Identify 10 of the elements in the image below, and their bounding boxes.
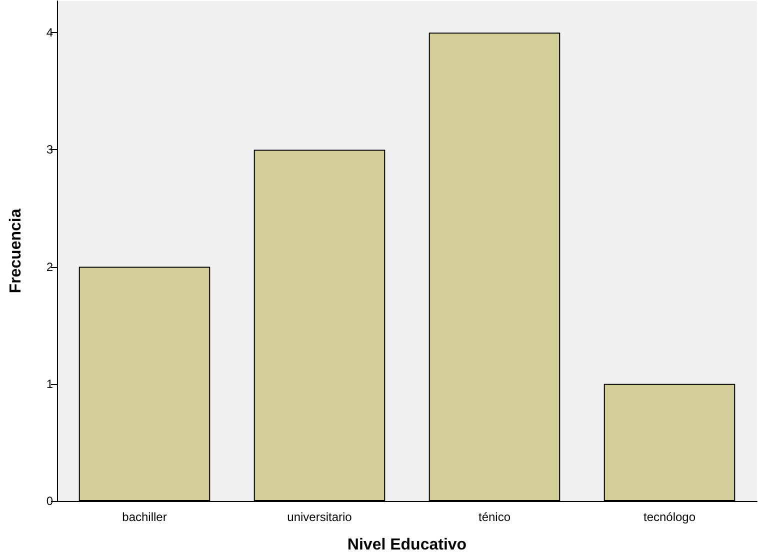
x-tick-label: universitario [287, 510, 352, 524]
y-axis-title: Frecuencia [8, 208, 24, 294]
x-tick-label: bachiller [122, 510, 167, 524]
y-tick-label: 4 [46, 26, 54, 40]
y-tick-label: 2 [46, 260, 54, 274]
y-tick-label: 1 [46, 376, 54, 391]
x-tick-label: ténico [478, 510, 511, 524]
y-tick-label: 3 [46, 142, 54, 157]
x-axis-title: Nivel Educativo [347, 536, 467, 554]
x-tick-label: tecnólogo [643, 510, 696, 524]
